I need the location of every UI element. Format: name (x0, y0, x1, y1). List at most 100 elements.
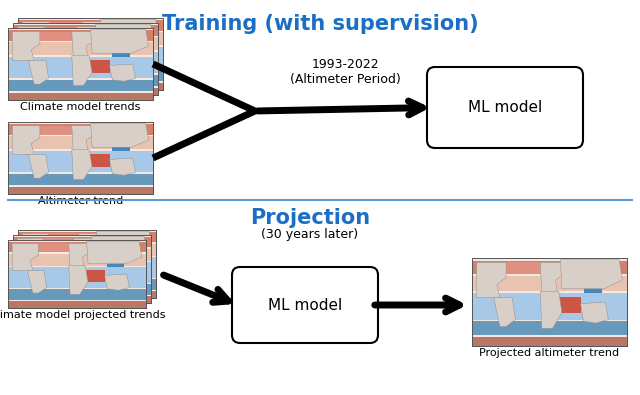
Bar (13, 25, 158, 36)
Bar (8, 124, 153, 135)
FancyBboxPatch shape (427, 67, 583, 148)
Bar (84, 270, 104, 282)
Bar (13, 23, 158, 95)
Polygon shape (17, 239, 44, 265)
Bar (18, 230, 156, 298)
Text: Climate model trends: Climate model trends (20, 102, 141, 112)
Bar (13, 23, 158, 95)
Bar (18, 18, 163, 90)
Bar (8, 240, 146, 308)
Polygon shape (561, 260, 622, 289)
Bar (8, 122, 153, 194)
Bar (94, 260, 115, 272)
Bar (8, 254, 146, 266)
Polygon shape (100, 19, 159, 43)
Bar (8, 57, 153, 78)
Polygon shape (68, 266, 88, 294)
Bar (18, 244, 156, 256)
Polygon shape (540, 292, 562, 328)
Bar (8, 80, 153, 91)
Bar (13, 262, 151, 282)
Bar (28, 26, 100, 36)
Bar (8, 28, 153, 100)
Bar (8, 136, 153, 149)
Polygon shape (92, 236, 147, 259)
Polygon shape (22, 233, 49, 261)
Bar (89, 265, 109, 277)
Polygon shape (77, 50, 97, 81)
Bar (122, 28, 140, 48)
Polygon shape (97, 231, 152, 254)
Polygon shape (72, 55, 92, 86)
Polygon shape (22, 22, 50, 51)
Bar (8, 301, 146, 308)
Bar (13, 88, 158, 95)
Polygon shape (115, 264, 140, 280)
FancyBboxPatch shape (232, 267, 378, 343)
Polygon shape (115, 59, 141, 76)
Bar (8, 151, 153, 172)
Bar (18, 32, 163, 45)
Bar (8, 174, 153, 185)
Polygon shape (104, 274, 129, 290)
Polygon shape (33, 55, 54, 79)
Bar (13, 235, 151, 303)
Bar (18, 230, 156, 298)
Bar (13, 52, 158, 73)
Bar (18, 18, 163, 90)
Bar (472, 258, 627, 346)
Bar (13, 75, 158, 87)
Bar (13, 38, 158, 50)
Bar (472, 258, 627, 346)
Polygon shape (28, 60, 49, 84)
Bar (13, 23, 158, 95)
Bar (8, 93, 153, 100)
Polygon shape (109, 269, 134, 285)
Polygon shape (72, 32, 92, 57)
Bar (93, 55, 115, 68)
Text: Climate model projected trends: Climate model projected trends (0, 310, 165, 320)
Polygon shape (12, 243, 38, 271)
Bar (18, 83, 163, 90)
Bar (113, 245, 129, 263)
Polygon shape (74, 239, 93, 262)
Text: 1993-2022
(Altimeter Period): 1993-2022 (Altimeter Period) (290, 58, 401, 85)
Text: Projection: Projection (250, 208, 370, 228)
Text: ML model: ML model (268, 297, 342, 312)
Text: Projected altimeter trend: Projected altimeter trend (479, 348, 620, 358)
Bar (22, 126, 95, 135)
Bar (18, 230, 156, 298)
Polygon shape (32, 265, 52, 288)
Bar (8, 122, 153, 194)
Bar (472, 337, 627, 346)
Polygon shape (82, 22, 102, 47)
Polygon shape (95, 24, 154, 48)
Bar (8, 122, 153, 194)
Bar (18, 47, 163, 68)
Bar (117, 239, 134, 259)
Bar (22, 243, 91, 252)
Bar (8, 30, 153, 41)
Polygon shape (38, 51, 59, 74)
Bar (13, 284, 151, 295)
Polygon shape (86, 241, 142, 264)
Bar (117, 33, 135, 53)
Polygon shape (28, 271, 47, 293)
Bar (33, 22, 105, 31)
Polygon shape (493, 297, 515, 327)
Polygon shape (109, 64, 136, 81)
Bar (472, 322, 627, 335)
Bar (8, 240, 146, 308)
Bar (584, 270, 602, 295)
Bar (8, 42, 153, 55)
Text: (30 years later): (30 years later) (261, 228, 358, 241)
Bar (8, 28, 153, 100)
Polygon shape (79, 233, 98, 257)
Bar (32, 233, 101, 242)
Bar (88, 60, 109, 73)
Polygon shape (82, 45, 102, 75)
Bar (8, 187, 153, 194)
Polygon shape (477, 262, 506, 297)
Bar (8, 242, 146, 252)
Polygon shape (12, 32, 40, 60)
